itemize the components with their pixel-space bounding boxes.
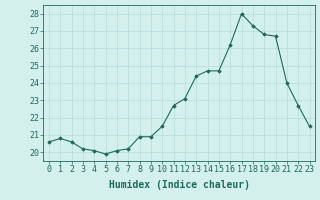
X-axis label: Humidex (Indice chaleur): Humidex (Indice chaleur) [109, 180, 250, 190]
